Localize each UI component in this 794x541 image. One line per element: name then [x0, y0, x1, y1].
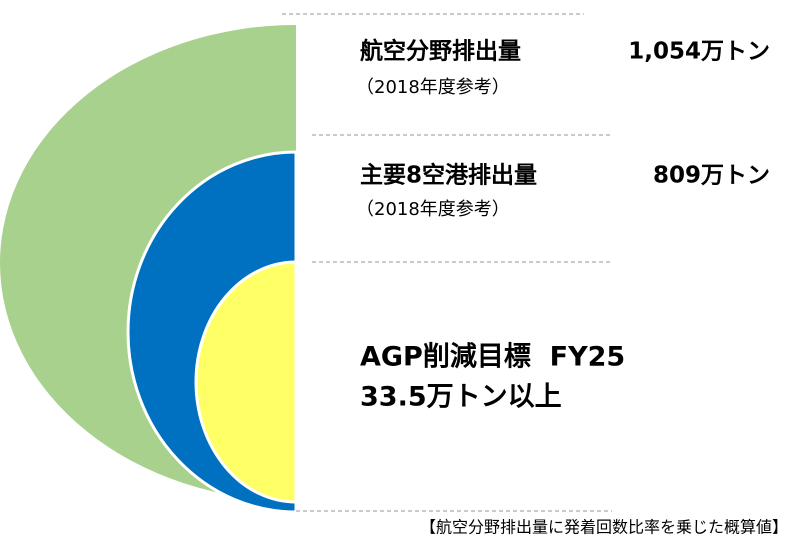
label: AGP削減目標 FY25 — [360, 342, 625, 373]
label: 主要8空港排出量 — [360, 162, 537, 189]
value: 1,054万トン — [628, 39, 770, 65]
footnote: 【航空分野排出量に発着回数比率を乗じた概算値】 — [420, 518, 788, 537]
note: （2018年度参考） — [356, 199, 510, 220]
label: 航空分野排出量 — [360, 38, 521, 65]
value: 809万トン — [653, 163, 770, 189]
note: （2018年度参考） — [356, 77, 510, 98]
value: 33.5万トン以上 — [360, 382, 562, 413]
inner-shape — [194, 260, 298, 504]
